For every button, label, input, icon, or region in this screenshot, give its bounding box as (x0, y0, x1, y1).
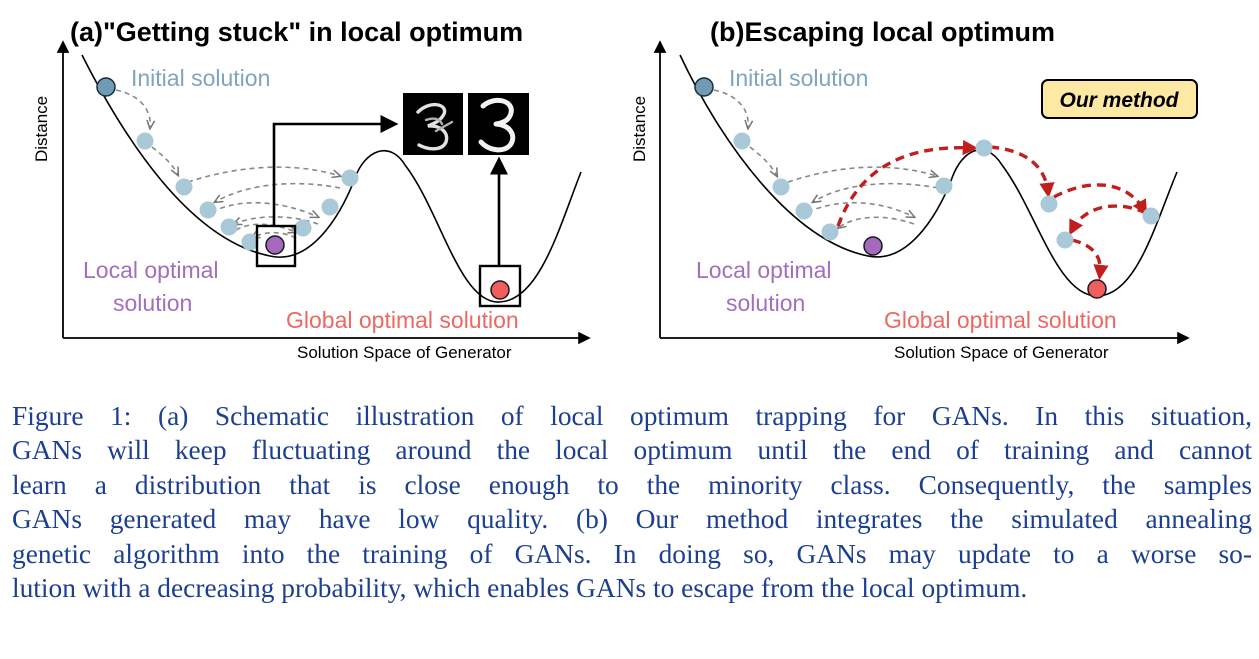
panel-b-step-dot (795, 202, 813, 220)
panel-b-step-dot (1056, 231, 1074, 249)
panel-a-local-label-line1: Local optimal (83, 257, 219, 283)
panel-b-escape-arrows (836, 139, 1148, 281)
panel-a-step-dot (136, 132, 154, 150)
panel-a-initial-label: Initial solution (131, 65, 270, 91)
panel-b-step-dot (821, 223, 839, 241)
panel-a-fluctuation-arrows (115, 89, 340, 238)
panel-a-title: (a)"Getting stuck" in local optimum (70, 17, 523, 47)
panel-a-x-axis-label: Solution Space of Generator (297, 343, 512, 362)
panel-b-global-label: Global optimal solution (884, 307, 1117, 333)
panel-b-local-label-line2: solution (726, 290, 805, 316)
panel-b-step-dot (975, 139, 993, 157)
panel-a-step-dot (341, 169, 359, 187)
panel-a-step-dot (220, 218, 238, 236)
caption-line: lution with a decreasing probability, wh… (12, 573, 1028, 604)
panel-a-global-sample-image (468, 93, 529, 155)
panel-a-y-axis-label: Distance (32, 96, 51, 162)
panel-a-step-dot (241, 233, 259, 251)
caption-line: GANs will keep fluctuating around the lo… (12, 435, 1252, 466)
panel-a-local-label-line2: solution (113, 290, 192, 316)
panel-a-global-dot (490, 280, 510, 300)
panel-b-local-label-line1: Local optimal (696, 257, 832, 283)
panel-a-global-label: Global optimal solution (286, 307, 519, 333)
caption-line: GANs generated may have low quality. (b)… (12, 504, 1252, 535)
panel-b: (b)Escaping local optimum Distance Solut… (630, 17, 1198, 362)
panel-a-local-dot (265, 235, 285, 255)
panel-a-loss-curve (81, 54, 582, 303)
panel-b-global-dot (1087, 279, 1107, 299)
caption-line: genetic algorithm into the training of G… (12, 538, 1252, 569)
panel-b-step-dot (1040, 195, 1058, 213)
panel-b-our-method-badge: Our method (1041, 79, 1198, 119)
panel-a-local-highlight-box (255, 224, 297, 268)
panel-b-step-dot (1142, 207, 1160, 225)
panel-b-step-dot (733, 132, 751, 150)
panel-b-our-method-badge-text: Our method (1060, 89, 1180, 112)
panel-b-title: (b)Escaping local optimum (710, 17, 1055, 47)
panel-a-local-sample-image (403, 93, 463, 155)
panel-a-initial-dot (96, 77, 116, 97)
panel-a-step-dot (321, 198, 339, 216)
panel-b-fluctuation-arrows (713, 89, 938, 228)
panel-b-local-dot (863, 236, 883, 256)
panel-b-initial-label: Initial solution (729, 65, 868, 91)
panel-a-step-dot (199, 201, 217, 219)
figure-panels: (a)"Getting stuck" in local optimum Dist… (32, 17, 1198, 362)
caption-line: learn a distribution that is close enoug… (12, 469, 1252, 500)
figure-caption: Figure 1: (a) Schematic illustration of … (12, 399, 1252, 605)
panel-b-x-axis-label: Solution Space of Generator (894, 343, 1109, 362)
panel-a-local-sample-arrow (272, 114, 399, 226)
panel-a-step-dot (175, 178, 193, 196)
panel-b-step-dot (935, 177, 953, 195)
caption-line: Figure 1: (a) Schematic illustration of … (12, 401, 1252, 431)
panel-a-step-dot (294, 219, 312, 237)
panel-b-y-axis-label: Distance (630, 96, 649, 162)
panel-a: (a)"Getting stuck" in local optimum Dist… (32, 17, 591, 362)
panel-b-initial-dot (694, 77, 714, 97)
panel-b-step-dot (772, 178, 790, 196)
